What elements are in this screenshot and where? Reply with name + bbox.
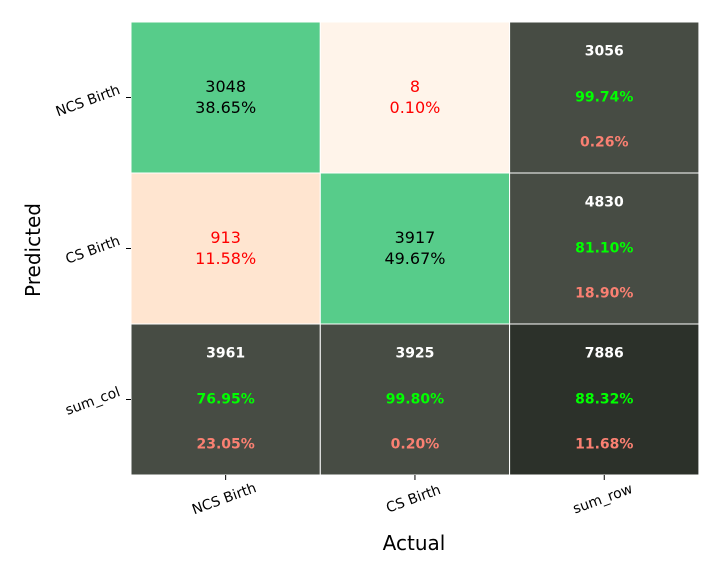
summary-total-label: 3925: [395, 346, 434, 362]
cell-count-label: 3048: [205, 77, 246, 96]
heatmap-cells: 3048 38.65% 8 0.10% 3056 99.74% 0.26% 913 11.58%…: [130, 21, 700, 476]
heatmap-cell-1-1: [319, 172, 511, 325]
heatmap-cell-0-1: [319, 21, 511, 174]
summary-error-label: 23.05%: [196, 437, 254, 453]
summary-error-label: 18.90%: [575, 286, 633, 302]
summary-error-label: 11.68%: [575, 437, 633, 453]
heatmap-cell-2-1: [319, 323, 511, 476]
summary-total-label: 3056: [585, 44, 624, 60]
y-tick-label: CS Birth: [64, 233, 123, 267]
summary-correct-label: 88.32%: [575, 392, 633, 408]
summary-correct-label: 76.95%: [196, 392, 254, 408]
summary-total-label: 3961: [206, 346, 245, 362]
cell-count-label: 3917: [395, 228, 436, 247]
cell-percent-label: 49.67%: [384, 249, 445, 268]
cell-count-label: 913: [210, 228, 241, 247]
x-tick-label: sum_row: [571, 481, 635, 517]
cell-count-label: 8: [410, 77, 420, 96]
summary-correct-label: 99.80%: [386, 392, 444, 408]
y-axis-label: Predicted: [21, 203, 45, 297]
cell-percent-label: 38.65%: [195, 98, 256, 117]
heatmap-cell-1-2: [509, 172, 700, 325]
heatmap-cell-0-2: [509, 21, 700, 174]
summary-correct-label: 81.10%: [575, 241, 633, 257]
x-tick-label: NCS Birth: [190, 480, 259, 518]
x-axis-label: Actual: [383, 531, 446, 555]
heatmap-cell-2-0: [130, 323, 321, 476]
summary-error-label: 0.20%: [391, 437, 440, 453]
heatmap-cell-0-0: [130, 21, 321, 174]
y-tick-label: NCS Birth: [54, 82, 123, 120]
summary-correct-label: 99.74%: [575, 90, 633, 106]
cell-percent-label: 0.10%: [390, 98, 441, 117]
heatmap-cell-1-0: [130, 172, 321, 325]
cell-percent-label: 11.58%: [195, 249, 256, 268]
summary-total-label: 7886: [585, 346, 624, 362]
y-tick-label: sum_col: [63, 384, 122, 419]
summary-error-label: 0.26%: [580, 135, 629, 151]
summary-total-label: 4830: [585, 195, 624, 211]
x-tick-label: CS Birth: [384, 482, 443, 516]
